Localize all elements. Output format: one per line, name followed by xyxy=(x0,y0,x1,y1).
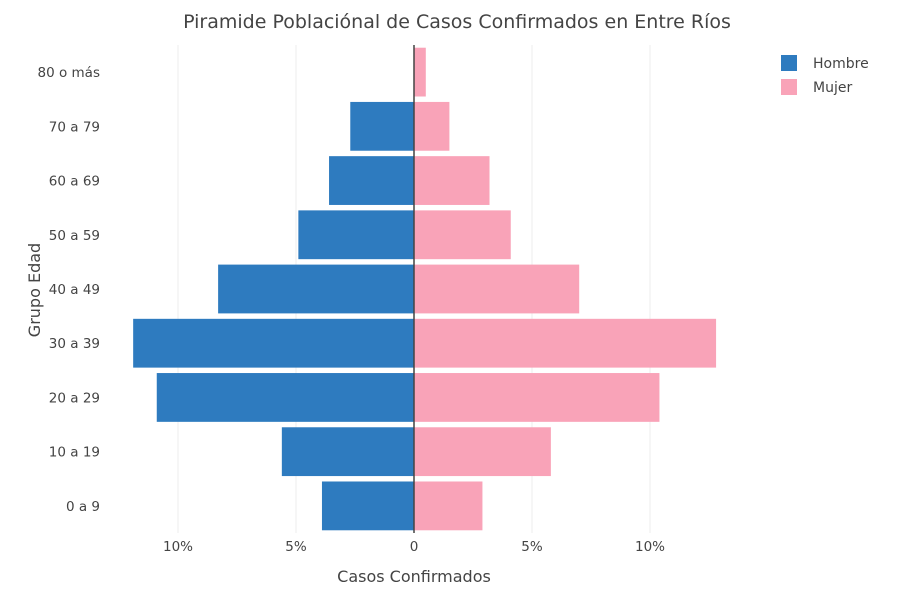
legend-label-hombre: Hombre xyxy=(813,56,869,72)
legend-label-mujer: Mujer xyxy=(813,80,852,96)
bar-hombre-5 xyxy=(298,210,414,260)
bar-mujer-5 xyxy=(414,210,511,260)
bar-mujer-2 xyxy=(414,373,660,422)
bar-mujer-3 xyxy=(414,318,717,368)
bar-mujer-4 xyxy=(414,264,580,314)
y-tick-label: 0 a 9 xyxy=(66,499,100,515)
bar-hombre-2 xyxy=(156,373,414,422)
x-tick-label: 10% xyxy=(635,539,665,555)
x-tick-label: 5% xyxy=(285,539,307,555)
y-tick-label: 10 a 19 xyxy=(49,445,100,461)
x-axis-tick-labels: 10% 5% 0 5% 10% xyxy=(163,539,665,555)
legend: Hombre Mujer xyxy=(781,55,869,96)
legend-swatch-mujer xyxy=(781,79,797,95)
x-tick-label: 0 xyxy=(410,539,419,555)
y-tick-label: 30 a 39 xyxy=(49,336,100,352)
bar-hombre-3 xyxy=(133,318,414,368)
bar-mujer-1 xyxy=(414,427,551,477)
bar-mujer-8 xyxy=(414,47,426,97)
bar-hombre-6 xyxy=(329,156,414,205)
y-tick-label: 50 a 59 xyxy=(49,228,100,244)
x-tick-label: 10% xyxy=(163,539,193,555)
bar-hombre-7 xyxy=(350,101,414,151)
bar-mujer-0 xyxy=(414,481,483,531)
chart-title: Piramide Poblaciónal de Casos Confirmado… xyxy=(183,11,731,33)
x-axis-title: Casos Confirmados xyxy=(337,567,491,586)
bar-hombre-4 xyxy=(218,264,414,314)
y-tick-label: 20 a 29 xyxy=(49,390,100,406)
bar-mujer-6 xyxy=(414,156,490,205)
y-axis-title: Grupo Edad xyxy=(25,243,44,337)
y-tick-label: 70 a 79 xyxy=(49,119,100,135)
x-tick-label: 5% xyxy=(521,539,543,555)
y-axis-tick-labels: 0 a 9 10 a 19 20 a 29 30 a 39 40 a 49 50 a 59… xyxy=(38,65,100,515)
bars xyxy=(133,47,717,531)
bar-hombre-0 xyxy=(321,481,414,531)
bar-hombre-1 xyxy=(281,427,414,477)
bar-mujer-7 xyxy=(414,101,450,151)
y-tick-label: 80 o más xyxy=(38,65,100,81)
y-tick-label: 60 a 69 xyxy=(49,174,100,190)
y-tick-label: 40 a 49 xyxy=(49,282,100,298)
legend-swatch-hombre xyxy=(781,55,797,71)
